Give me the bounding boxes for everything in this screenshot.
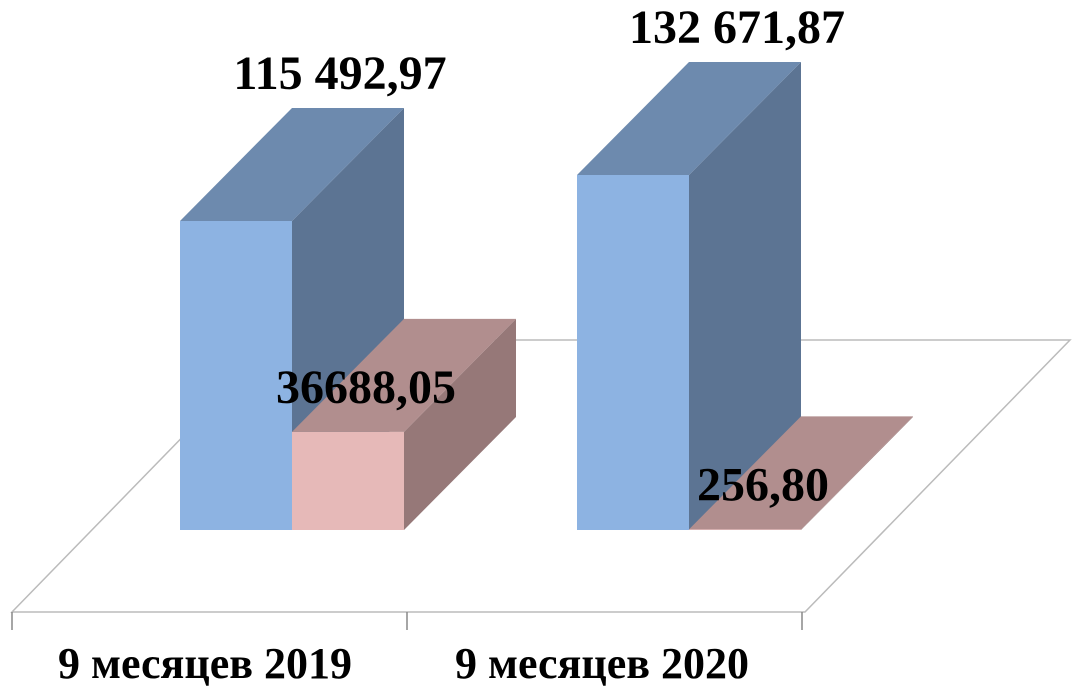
bar-top bbox=[689, 416, 913, 530]
value-label: 115 492,97 bbox=[233, 47, 446, 100]
bar-top bbox=[180, 107, 404, 221]
bar-top bbox=[577, 62, 801, 175]
bar-front bbox=[689, 529, 801, 530]
category-label: 9 месяцев 2020 bbox=[455, 639, 749, 688]
bar-front bbox=[180, 220, 292, 530]
floor bbox=[10, 339, 1072, 613]
bar-side bbox=[689, 62, 801, 530]
bar-front bbox=[292, 431, 404, 530]
bar-front bbox=[577, 175, 689, 530]
bar-side bbox=[801, 416, 913, 530]
bar-top bbox=[292, 318, 516, 432]
value-label: 256,80 bbox=[697, 458, 829, 511]
value-label: 132 671,87 bbox=[629, 1, 845, 54]
category-label: 9 месяцев 2019 bbox=[58, 639, 352, 688]
bar-side bbox=[404, 318, 516, 530]
value-label: 36688,05 bbox=[276, 361, 456, 414]
